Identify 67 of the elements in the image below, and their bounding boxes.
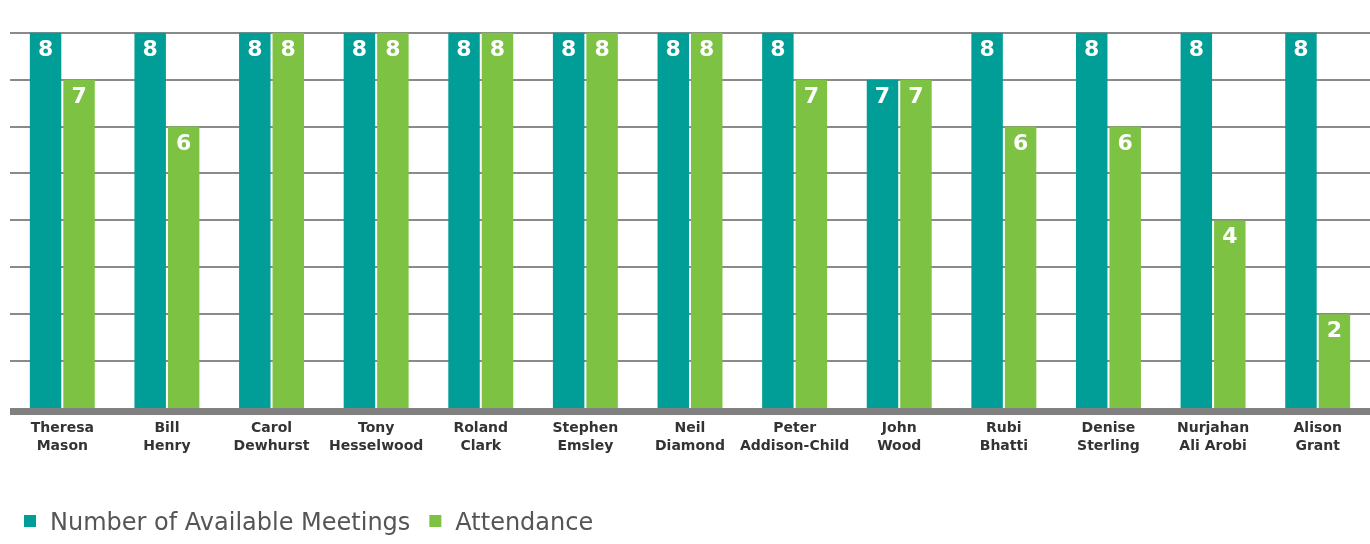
x-tick-label: John Wood: [877, 418, 922, 453]
data-label: 8: [456, 35, 472, 61]
bar: [1180, 32, 1213, 408]
bar: [239, 32, 271, 408]
data-label: 7: [908, 82, 924, 108]
bar: [377, 32, 409, 408]
data-label: 6: [176, 129, 192, 155]
bar: [586, 32, 618, 408]
x-tick-label: Tony Hesselwood: [328, 418, 424, 453]
x-tick-label: Peter Addison-Child: [739, 418, 850, 453]
x-tick-label: Rubi Bhatti: [979, 418, 1028, 453]
data-label: 8: [1188, 35, 1204, 61]
x-tick-label: Roland Clark: [453, 418, 509, 453]
bar: [971, 32, 1003, 408]
legend-label: Attendance: [455, 508, 594, 537]
bar: [900, 79, 932, 408]
bar: [552, 32, 585, 408]
bar: [167, 126, 200, 408]
x-tick-label: Carol Dewhurst: [233, 418, 310, 453]
bar: [1285, 32, 1317, 408]
data-label: 8: [1293, 35, 1309, 61]
legend-label: Number of Available Meetings: [50, 508, 411, 537]
data-label: 7: [71, 82, 87, 108]
x-tick-label: Neil Diamond: [654, 418, 726, 453]
data-label: 8: [979, 35, 995, 61]
bar: [1109, 126, 1141, 408]
bar: [762, 32, 794, 408]
x-tick-label: Stephen Emsley: [552, 418, 619, 453]
data-label: 8: [489, 35, 506, 61]
bar: [272, 32, 305, 408]
x-tick-label: Nurjahan Ali Arobi: [1176, 418, 1250, 453]
bar: [1318, 314, 1351, 408]
data-label: 8: [1084, 35, 1100, 61]
bar: [343, 32, 376, 408]
x-tick-label: Alison Grant: [1293, 418, 1342, 453]
bar: [1004, 126, 1037, 408]
x-tick-label: Theresa Mason: [30, 418, 94, 453]
x-tick-label: Denise Sterling: [1077, 418, 1140, 453]
bar: [1214, 220, 1246, 408]
data-label: 8: [142, 35, 158, 61]
data-label: 8: [385, 35, 401, 61]
bar: [448, 32, 480, 408]
bar: [63, 79, 95, 408]
bar: [481, 32, 514, 408]
bar: [795, 79, 828, 408]
data-label: 8: [280, 35, 296, 61]
data-label: 8: [699, 35, 715, 61]
data-label: 8: [247, 35, 263, 61]
data-label: 2: [1326, 317, 1343, 343]
bar: [657, 32, 689, 408]
data-label: 8: [770, 35, 786, 61]
data-label: 6: [1117, 129, 1133, 155]
bar: [866, 79, 899, 408]
bar: [134, 32, 166, 408]
data-label: 8: [37, 35, 54, 61]
bar: [691, 32, 723, 408]
bar: [29, 32, 62, 408]
data-label: 8: [351, 35, 368, 61]
data-label: 4: [1222, 223, 1238, 249]
bar: [1075, 32, 1108, 408]
data-label: 8: [594, 35, 610, 61]
data-label: 6: [1012, 129, 1029, 155]
data-label: 8: [665, 35, 681, 61]
data-label: 7: [803, 82, 820, 108]
data-label: 7: [874, 82, 891, 108]
x-tick-label: Bill Henry: [143, 418, 191, 453]
data-label: 8: [560, 35, 577, 61]
